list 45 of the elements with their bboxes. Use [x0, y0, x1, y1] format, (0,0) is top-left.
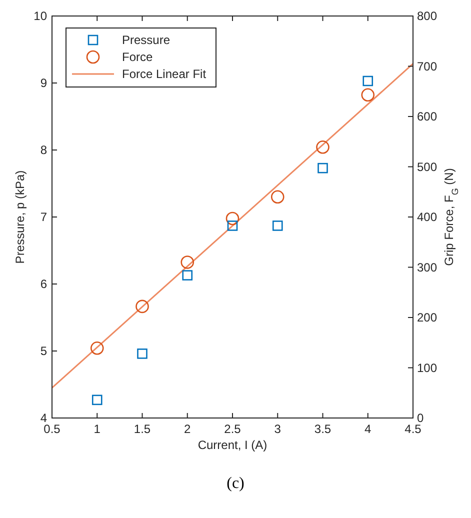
point — [180, 256, 194, 269]
y2-tick-label: 700 — [417, 59, 438, 74]
point — [92, 394, 102, 406]
y-tick-label: 6 — [40, 277, 48, 291]
x-axis-title: Current, I (A) — [198, 438, 268, 452]
point — [318, 162, 328, 174]
y2-tick-label: 400 — [417, 210, 438, 224]
y2-tick-label: 500 — [417, 160, 438, 174]
x-tick-label: 1.5 — [134, 422, 151, 436]
x-tick-label: 1 — [94, 422, 101, 436]
point — [272, 220, 283, 231]
x-tick-label: 3 — [274, 422, 282, 436]
point — [136, 300, 149, 314]
point — [182, 270, 193, 280]
point — [362, 76, 374, 86]
point — [227, 220, 238, 231]
x-tick-label: 4 — [364, 422, 372, 436]
x-tick-label: 2 — [184, 422, 192, 436]
y2-tick-label: 0 — [417, 411, 424, 425]
y2-tick-label: 200 — [417, 310, 438, 324]
legend-label: Force Linear Fit — [122, 67, 207, 81]
point — [226, 212, 240, 226]
y-axis-title: Pressure, p (kPa) — [13, 170, 27, 264]
point — [137, 348, 148, 359]
y2-tick-label: 300 — [417, 260, 438, 274]
legend-label: Pressure — [122, 33, 170, 47]
x-tick-label: 2.5 — [224, 422, 242, 436]
x-tick-label: 0.5 — [44, 422, 61, 436]
point — [270, 190, 284, 204]
y-tick-label: 8 — [40, 143, 48, 157]
x-tick-label: 4.5 — [404, 422, 422, 436]
legend-label: Force — [122, 50, 153, 64]
y2-tick-label: 100 — [417, 360, 438, 375]
y2-tick-label: 600 — [417, 110, 438, 124]
text: (c) — [226, 475, 244, 492]
y-tick-label: 4 — [40, 411, 48, 425]
y2-tick-label: 800 — [417, 9, 438, 23]
point — [361, 88, 375, 102]
y-tick-label: 10 — [34, 9, 48, 23]
point — [316, 140, 330, 154]
y-tick-label: 7 — [40, 210, 48, 224]
x-tick-label: 3.5 — [314, 422, 332, 436]
point — [90, 342, 104, 355]
y-tick-label: 9 — [40, 76, 48, 90]
y-tick-label: 5 — [40, 344, 48, 358]
